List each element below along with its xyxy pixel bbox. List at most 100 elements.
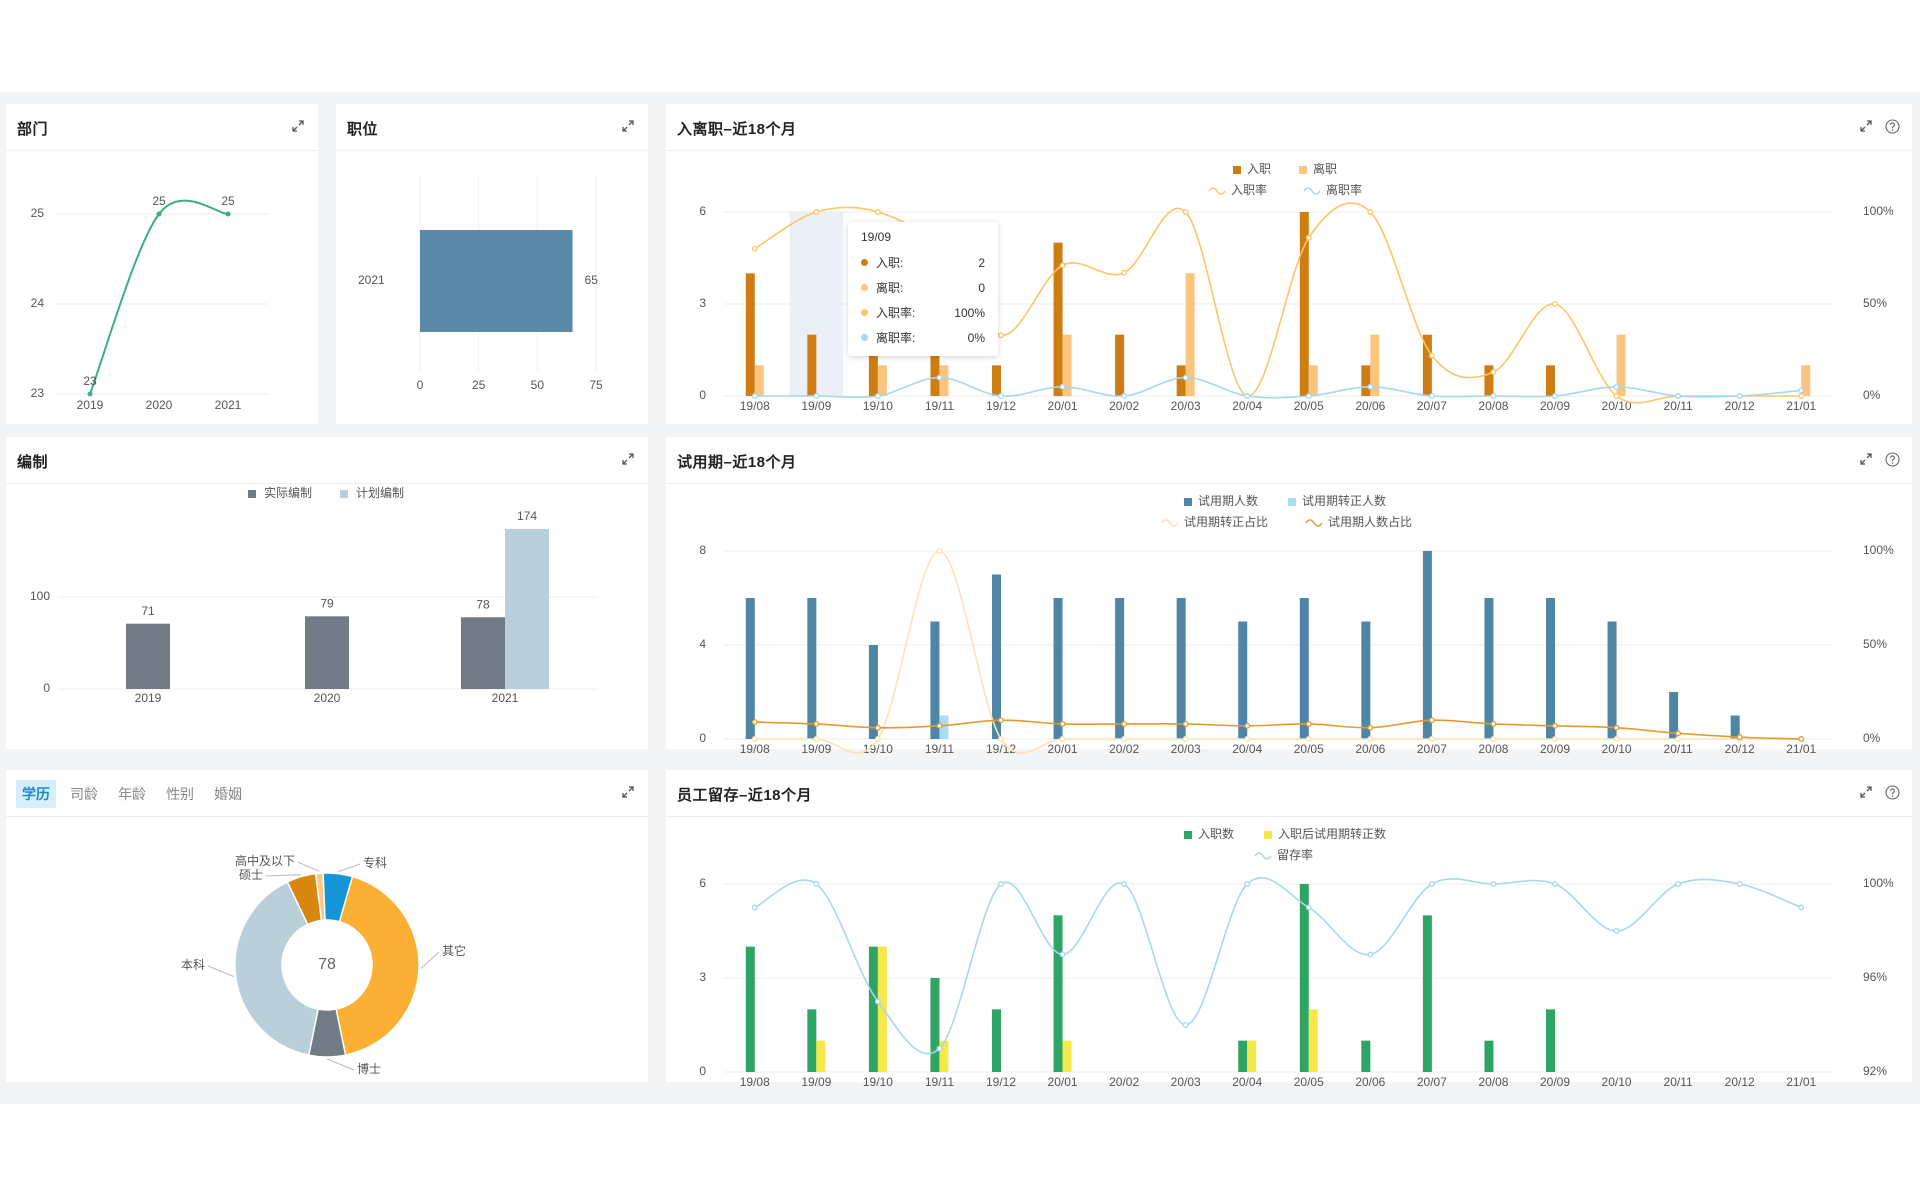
bar (1115, 598, 1125, 739)
position-bar-chart: 0 25 50 75 2021 65 (358, 175, 603, 392)
data-point (1305, 393, 1312, 399)
bar (877, 365, 887, 396)
data-point (751, 736, 758, 742)
bar (1546, 598, 1555, 739)
data-point (874, 736, 881, 742)
expand-icon[interactable] (620, 784, 636, 800)
help-icon[interactable] (1884, 451, 1900, 467)
bar (868, 946, 878, 1072)
legend-swatch (248, 490, 256, 498)
x-tick-label: 20/06 (1355, 399, 1385, 413)
panel-staffing: 编制 0 100 2019 2020 2021 71 79 78 174 实际编制 计划编制 (6, 437, 648, 749)
bar (1422, 551, 1432, 739)
expand-icon[interactable] (1858, 451, 1874, 467)
panel-header: 职位 (336, 104, 648, 151)
y-tick-label: 0 (43, 681, 50, 695)
legend-label: 试用期人数占比 (1328, 514, 1412, 529)
legend-label: 计划编制 (356, 485, 404, 500)
x-tick-label: 19/11 (925, 1075, 954, 1089)
x-tick-label: 19/09 (801, 1075, 831, 1089)
panel-title: 员工留存–近18个月 (677, 787, 813, 804)
data-point (1121, 736, 1128, 742)
tab-marital[interactable]: 婚姻 (214, 786, 242, 802)
legend-swatch (340, 490, 348, 498)
data-point (1244, 393, 1251, 399)
help-icon[interactable] (1884, 784, 1900, 800)
data-point (1552, 736, 1558, 742)
expand-icon[interactable] (620, 118, 636, 134)
panel-header: 员工留存–近18个月 (666, 770, 1912, 817)
data-point (1736, 393, 1743, 399)
data-point (1121, 393, 1128, 399)
x-tick-label: 20/09 (1540, 742, 1570, 756)
data-point (751, 245, 758, 252)
tooltip-row-value: 0 (978, 280, 985, 295)
x-tick-label: 19/09 (801, 742, 831, 756)
y-tick-label: 6 (699, 204, 706, 218)
bar (1299, 212, 1309, 396)
x-tick-label: 0 (417, 378, 424, 392)
bar (807, 598, 817, 739)
y-tick-label: 4 (699, 637, 706, 651)
x-tick-label: 20/10 (1602, 399, 1632, 413)
tab-education[interactable]: 学历 (16, 780, 56, 808)
data-point (1736, 734, 1743, 741)
x-tick-label: 19/08 (740, 1075, 770, 1089)
expand-icon[interactable] (290, 118, 306, 134)
leader-line (420, 951, 440, 969)
panel-header: 入离职–近18个月 (666, 104, 1912, 151)
bar (1115, 334, 1125, 396)
data-point (1798, 387, 1805, 394)
x-tick-label: 19/10 (863, 399, 893, 413)
panel-title: 入离职–近18个月 (677, 121, 797, 138)
legend-label: 离职率 (1326, 182, 1362, 197)
x-tick-label: 20/09 (1540, 1075, 1570, 1089)
x-tick-label: 20/06 (1355, 1075, 1385, 1089)
data-point (1244, 722, 1251, 729)
bar (1361, 365, 1371, 396)
expand-icon[interactable] (1858, 118, 1874, 134)
x-tick-label: 19/09 (801, 399, 831, 413)
slice-label: 博士 (357, 1061, 381, 1076)
data-point (1121, 269, 1128, 276)
series-line (754, 376, 1802, 399)
donut-center-label: 78 (318, 956, 336, 973)
expand-icon[interactable] (1858, 784, 1874, 800)
panel-probation: 试用期–近18个月 0 4 8 0% 50% 100% 19/08 19/09 19/10 19/… (666, 437, 1912, 756)
data-point (1798, 736, 1805, 742)
x-tick-label: 20/04 (1232, 399, 1262, 413)
tab-tenure[interactable]: 司龄 (70, 786, 98, 802)
legend-swatch (1264, 831, 1272, 839)
bar (1546, 365, 1555, 396)
bar (930, 621, 940, 739)
legend-swatch (1288, 498, 1296, 506)
data-point (1182, 1022, 1189, 1028)
panel-header: 学历 司龄 年龄 性别 婚姻 (6, 770, 648, 817)
y2-tick-label: 0% (1863, 388, 1881, 402)
help-icon[interactable] (1884, 118, 1900, 134)
x-tick-label: 2021 (215, 398, 242, 412)
data-point (1059, 383, 1066, 390)
bar (1669, 692, 1679, 739)
x-tick-label: 50 (531, 378, 545, 392)
bar (1370, 334, 1380, 396)
bar (992, 365, 1001, 396)
data-point (1428, 352, 1435, 359)
x-tick-label: 20/03 (1171, 1075, 1201, 1089)
bar (1801, 365, 1811, 396)
x-tick-label: 2020 (314, 691, 341, 705)
tab-age[interactable]: 年龄 (118, 786, 146, 802)
data-point (998, 332, 1004, 339)
expand-icon[interactable] (620, 451, 636, 467)
data-point (1367, 736, 1374, 742)
tab-gender[interactable]: 性别 (166, 786, 194, 802)
legend-swatch (1254, 852, 1272, 860)
x-tick-label: 20/01 (1048, 742, 1078, 756)
data-label: 25 (152, 194, 166, 208)
bar (1308, 1009, 1318, 1072)
bar (1176, 598, 1186, 739)
legend-label: 留存率 (1277, 847, 1313, 862)
x-tick-label: 20/03 (1171, 742, 1201, 756)
bar (1247, 1040, 1257, 1072)
